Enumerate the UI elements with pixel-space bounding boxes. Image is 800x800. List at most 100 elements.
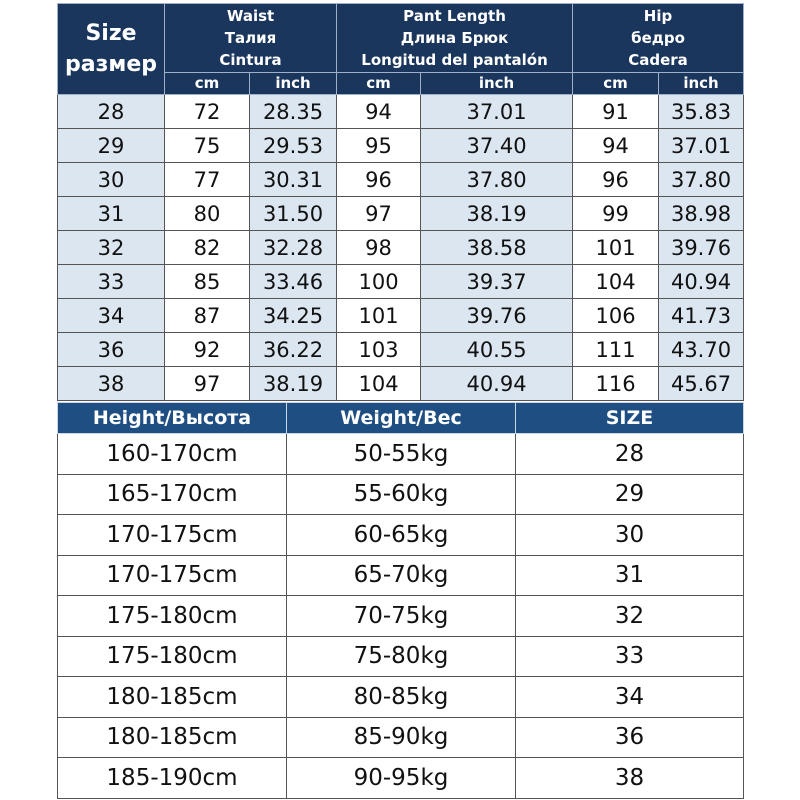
- size-cell: 28: [57, 94, 165, 129]
- size-cell: 30: [57, 162, 165, 197]
- table-row: 29 75 29.53 95 37.40 94 37.01: [57, 128, 745, 163]
- measurement-cell: 95: [336, 128, 422, 163]
- table-row: 180-185cm 85-90kg 36: [57, 716, 744, 758]
- measurement-cell: 94: [572, 128, 660, 163]
- table-row: 34 87 34.25 101 39.76 106 41.73: [57, 298, 745, 333]
- size-cell: 29: [57, 128, 165, 163]
- table-row: 180-185cm 80-85kg 34: [57, 676, 744, 718]
- height-cell: 175-180cm: [57, 595, 287, 637]
- weight-cell: 75-80kg: [286, 635, 516, 677]
- size-cell: 31: [515, 554, 744, 596]
- measurement-cell: 72: [164, 94, 250, 129]
- table-row: 175-180cm 70-75kg 32: [57, 595, 744, 637]
- table-row: 170-175cm 65-70kg 31: [57, 554, 744, 596]
- measurement-cell: 103: [336, 332, 422, 367]
- size-header: SIZE: [515, 402, 744, 434]
- size-cell: 28: [515, 433, 744, 475]
- measurement-cell: 36.22: [248, 332, 338, 367]
- measurement-cell: 80: [164, 196, 250, 231]
- table-row: 28 72 28.35 94 37.01 91 35.83: [57, 94, 745, 129]
- measurement-cell: 37.80: [658, 162, 745, 197]
- measurement-cell: 75: [164, 128, 250, 163]
- hip-header: Hip бедро Cadera: [572, 3, 745, 73]
- weight-cell: 70-75kg: [286, 595, 516, 637]
- measurement-cell: 37.01: [420, 94, 574, 129]
- height-header: Height/Высота: [57, 402, 287, 434]
- weight-cell: 80-85kg: [286, 676, 516, 718]
- size-cell: 29: [515, 473, 744, 515]
- size-cell: 34: [57, 298, 165, 333]
- unit-header: cm: [572, 72, 660, 95]
- measurement-cell: 104: [336, 366, 422, 401]
- measurement-cell: 33.46: [248, 264, 338, 299]
- weight-cell: 60-65kg: [286, 514, 516, 556]
- measurement-cell: 104: [572, 264, 660, 299]
- table-row: 165-170cm 55-60kg 29: [57, 473, 744, 515]
- measurement-cell: 40.94: [658, 264, 745, 299]
- measurement-cell: 29.53: [248, 128, 338, 163]
- table-row: 32 82 32.28 98 38.58 101 39.76: [57, 230, 745, 265]
- measurement-cell: 94: [336, 94, 422, 129]
- height-cell: 170-175cm: [57, 554, 287, 596]
- measurement-cell: 38.19: [420, 196, 574, 231]
- height-cell: 180-185cm: [57, 716, 287, 758]
- measurement-cell: 32.28: [248, 230, 338, 265]
- measurement-cell: 43.70: [658, 332, 745, 367]
- height-cell: 160-170cm: [57, 433, 287, 475]
- measurement-cell: 96: [336, 162, 422, 197]
- measurement-cell: 116: [572, 366, 660, 401]
- measurement-cell: 98: [336, 230, 422, 265]
- measurement-cell: 92: [164, 332, 250, 367]
- measurement-cell: 28.35: [248, 94, 338, 129]
- weight-cell: 90-95kg: [286, 757, 516, 799]
- table-row: 33 85 33.46 100 39.37 104 40.94: [57, 264, 745, 299]
- size-cell: 32: [57, 230, 165, 265]
- table-row: 31 80 31.50 97 38.19 99 38.98: [57, 196, 745, 231]
- measurement-cell: 37.40: [420, 128, 574, 163]
- measurement-cell: 37.80: [420, 162, 574, 197]
- measurement-cell: 106: [572, 298, 660, 333]
- size-cell: 33: [57, 264, 165, 299]
- height-cell: 175-180cm: [57, 635, 287, 677]
- table-row: 30 77 30.31 96 37.80 96 37.80: [57, 162, 745, 197]
- measurement-cell: 101: [572, 230, 660, 265]
- table-row: 175-180cm 75-80kg 33: [57, 635, 744, 677]
- measurement-cell: 37.01: [658, 128, 745, 163]
- measurement-cell: 40.94: [420, 366, 574, 401]
- measurement-cell: 34.25: [248, 298, 338, 333]
- weight-cell: 85-90kg: [286, 716, 516, 758]
- measurement-cell: 111: [572, 332, 660, 367]
- height-cell: 170-175cm: [57, 514, 287, 556]
- measurement-cell: 97: [164, 366, 250, 401]
- height-cell: 185-190cm: [57, 757, 287, 799]
- unit-header: cm: [164, 72, 250, 95]
- pant-length-header: Pant Length Длина Брюк Longitud del pant…: [336, 3, 574, 73]
- measurement-cell: 39.37: [420, 264, 574, 299]
- size-cell: 33: [515, 635, 744, 677]
- size-cell: 36: [57, 332, 165, 367]
- size-cell: 31: [57, 196, 165, 231]
- measurement-cell: 39.76: [420, 298, 574, 333]
- weight-header: Weight/Вес: [286, 402, 516, 434]
- measurement-cell: 87: [164, 298, 250, 333]
- measurement-cell: 99: [572, 196, 660, 231]
- table-row: 36 92 36.22 103 40.55 111 43.70: [57, 332, 745, 367]
- unit-header: inch: [420, 72, 574, 95]
- height-cell: 180-185cm: [57, 676, 287, 718]
- weight-cell: 50-55kg: [286, 433, 516, 475]
- measurement-cell: 41.73: [658, 298, 745, 333]
- size-cell: 34: [515, 676, 744, 718]
- measurement-cell: 77: [164, 162, 250, 197]
- height-cell: 165-170cm: [57, 473, 287, 515]
- measurement-cell: 31.50: [248, 196, 338, 231]
- size-cell: 32: [515, 595, 744, 637]
- measurement-cell: 96: [572, 162, 660, 197]
- table-row: 160-170cm 50-55kg 28: [57, 433, 744, 475]
- size-cell: 30: [515, 514, 744, 556]
- measurement-cell: 39.76: [658, 230, 745, 265]
- table-row: 185-190cm 90-95kg 38: [57, 757, 744, 799]
- measurement-cell: 40.55: [420, 332, 574, 367]
- size-cell: 38: [57, 366, 165, 401]
- height-weight-size-table: Height/Высота Weight/Вес SIZE 160-170cm 5…: [57, 402, 744, 799]
- unit-header: inch: [248, 72, 338, 95]
